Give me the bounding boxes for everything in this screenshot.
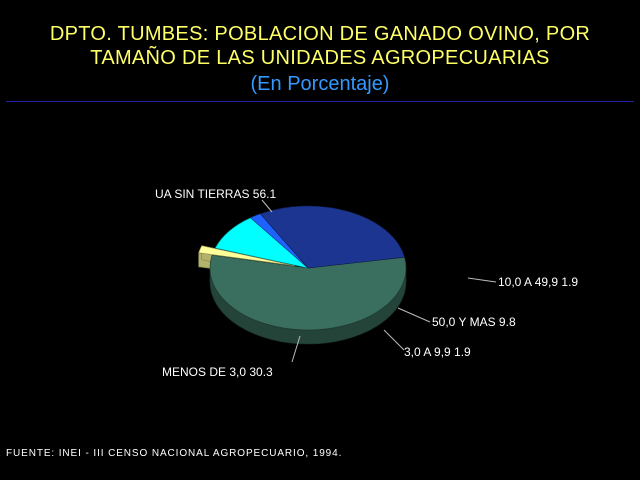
leader-line-3 [383, 329, 405, 351]
chart-subtitle: (En Porcentaje) [250, 73, 390, 95]
title-divider [6, 101, 634, 102]
pie-leader-lines [261, 199, 497, 363]
pie-top-layer [198, 205, 407, 331]
leader-line-4 [291, 335, 301, 363]
pie-labels: UA SIN TIERRAS 56.1 10,0 A 49,9 1.9 50,0 Y… [155, 187, 578, 379]
source-note: FUENTE: INEI - III CENSO NACIONAL AGROPE… [6, 448, 343, 459]
chart-title: DPTO. TUMBES: POBLACION DE GANADO OVINO,… [0, 22, 640, 70]
leader-line-0 [261, 199, 273, 213]
chart-title-line-1: DPTO. TUMBES: POBLACION DE GANADO OVINO,… [49, 23, 591, 45]
slice-label-2: 50,0 Y MAS 9.8 [432, 315, 516, 329]
pie-slice-0 [209, 254, 407, 331]
pie-slice-4 [259, 205, 405, 269]
pie-slice-1 [198, 245, 295, 266]
slice-label-3: 3,0 A 9,9 1.9 [404, 345, 471, 359]
chart-title-line-2: TAMAÑO DE LAS UNIDADES AGROPECUARIAS [90, 47, 550, 69]
slice-label-1: 10,0 A 49,9 1.9 [498, 275, 578, 289]
leader-line-2 [397, 307, 431, 323]
slice-label-0: UA SIN TIERRAS 56.1 [155, 187, 276, 201]
slice-label-4: MENOS DE 3,0 30.3 [162, 365, 273, 379]
leader-line-1 [467, 277, 497, 283]
